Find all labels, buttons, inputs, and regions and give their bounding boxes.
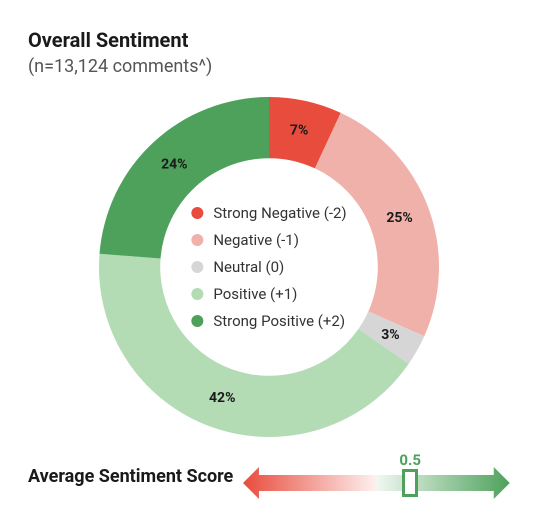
score-row: Average Sentiment Score 0.5 [28, 453, 510, 499]
legend-item-neutral: Neutral (0) [191, 258, 346, 276]
page-subtitle: (n=13,124 comments^) [28, 56, 510, 77]
slice-pct-strong_negative: 7% [290, 123, 308, 139]
legend-label: Positive (+1) [213, 285, 297, 303]
slice-pct-positive: 42% [209, 390, 235, 406]
legend-dot [191, 234, 203, 246]
score-gauge: 0.5 [243, 453, 510, 499]
sentiment-page: Overall Sentiment (n=13,124 comments^) 7… [0, 0, 538, 517]
legend-dot [191, 288, 203, 300]
score-label: Average Sentiment Score [28, 466, 233, 487]
score-gauge-svg [243, 453, 510, 499]
donut-chart: 7% 25% 3% 42% 24% Strong Negative (-2) Negati… [89, 87, 449, 447]
legend-item-strong_positive: Strong Positive (+2) [191, 312, 346, 330]
legend-dot [191, 315, 203, 327]
legend-dot [191, 207, 203, 219]
legend-item-strong_negative: Strong Negative (-2) [191, 204, 346, 222]
slice-pct-neutral: 3% [381, 327, 399, 343]
legend-label: Negative (-1) [213, 231, 299, 249]
score-marker [402, 469, 418, 497]
legend-item-negative: Negative (-1) [191, 231, 346, 249]
legend-item-positive: Positive (+1) [191, 285, 346, 303]
gauge-left-arrow [243, 467, 376, 499]
slice-pct-negative: 25% [386, 210, 412, 226]
legend-label: Strong Negative (-2) [213, 204, 346, 222]
legend-label: Neutral (0) [213, 258, 284, 276]
slice-pct-strong_positive: 24% [161, 156, 187, 172]
donut-area: 7% 25% 3% 42% 24% Strong Negative (-2) Negati… [28, 87, 510, 447]
page-title: Overall Sentiment [28, 28, 510, 52]
legend-label: Strong Positive (+2) [213, 312, 345, 330]
legend-dot [191, 261, 203, 273]
donut-legend: Strong Negative (-2) Negative (-1) Neutral… [191, 204, 346, 330]
gauge-right-arrow [377, 467, 510, 499]
score-value: 0.5 [399, 451, 421, 469]
